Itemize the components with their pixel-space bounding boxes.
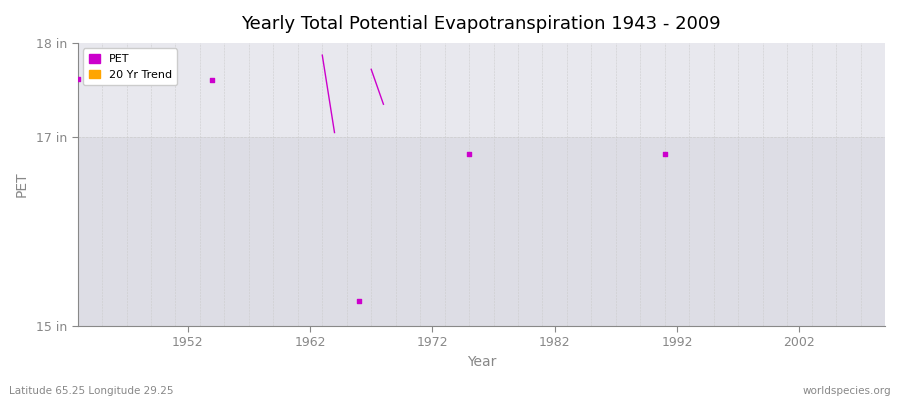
Text: worldspecies.org: worldspecies.org: [803, 386, 891, 396]
Point: [352, 297, 366, 304]
Title: Yearly Total Potential Evapotranspiration 1943 - 2009: Yearly Total Potential Evapotranspiratio…: [241, 15, 721, 33]
Point: [70, 76, 85, 82]
Point: [205, 76, 220, 83]
Y-axis label: PET: PET: [15, 172, 29, 197]
X-axis label: Year: Year: [466, 355, 496, 369]
Text: Latitude 65.25 Longitude 29.25: Latitude 65.25 Longitude 29.25: [9, 386, 174, 396]
Point: [462, 151, 476, 158]
Point: [658, 151, 672, 158]
Bar: [77, 137, 885, 326]
Legend: PET, 20 Yr Trend: PET, 20 Yr Trend: [83, 48, 177, 85]
